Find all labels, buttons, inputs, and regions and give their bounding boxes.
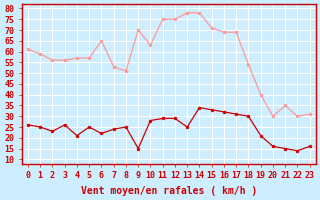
- X-axis label: Vent moyen/en rafales ( km/h ): Vent moyen/en rafales ( km/h ): [81, 186, 257, 196]
